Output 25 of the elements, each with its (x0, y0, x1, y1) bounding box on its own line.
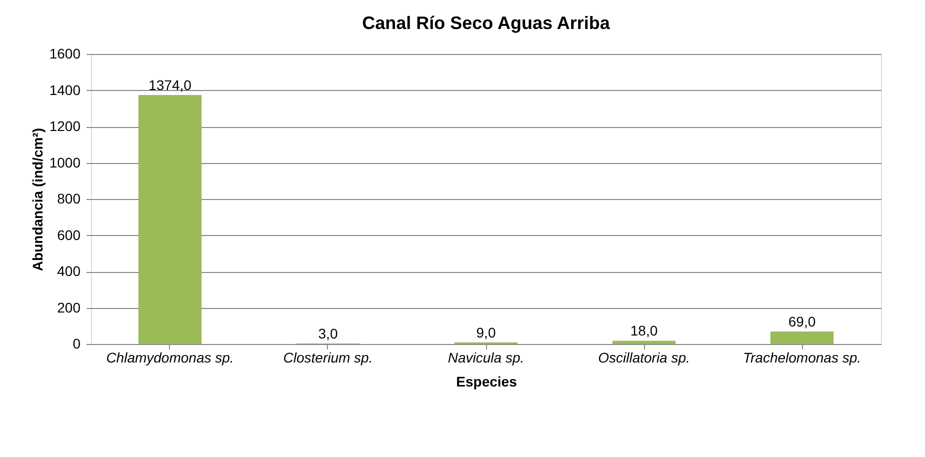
y-axis-title: Abundancia (ind/cm²) (29, 128, 46, 272)
data-label: 1374,0 (148, 76, 192, 93)
data-label: 3,0 (318, 325, 338, 342)
chart-title: Canal Río Seco Aguas Arriba (362, 13, 611, 33)
bar (612, 340, 676, 344)
bar (138, 94, 202, 344)
data-label: 18,0 (630, 322, 658, 339)
x-axis-title: Especies (456, 374, 518, 390)
y-tick-label: 200 (57, 299, 81, 316)
bar (770, 331, 834, 344)
data-label: 69,0 (788, 313, 816, 330)
x-tick-label: Oscillatoria sp. (598, 350, 690, 366)
y-tick-label: 1200 (49, 118, 81, 134)
x-tick-label: Trachelomonas sp. (742, 350, 862, 366)
x-tick-label: Navicula sp. (448, 350, 524, 366)
y-tick-label: 1400 (49, 82, 81, 98)
y-tick-label: 400 (57, 263, 81, 279)
y-tick-label: 800 (57, 190, 81, 206)
x-tick-label: Closterium sp. (283, 350, 373, 366)
y-tick-label: 0 (72, 336, 81, 352)
x-tick-label: Chlamydomonas sp. (106, 350, 234, 366)
y-tick-label: 1600 (49, 46, 81, 62)
data-label: 9,0 (476, 324, 496, 340)
y-tick-label: 1000 (49, 154, 81, 170)
y-tick-label: 600 (57, 226, 81, 243)
